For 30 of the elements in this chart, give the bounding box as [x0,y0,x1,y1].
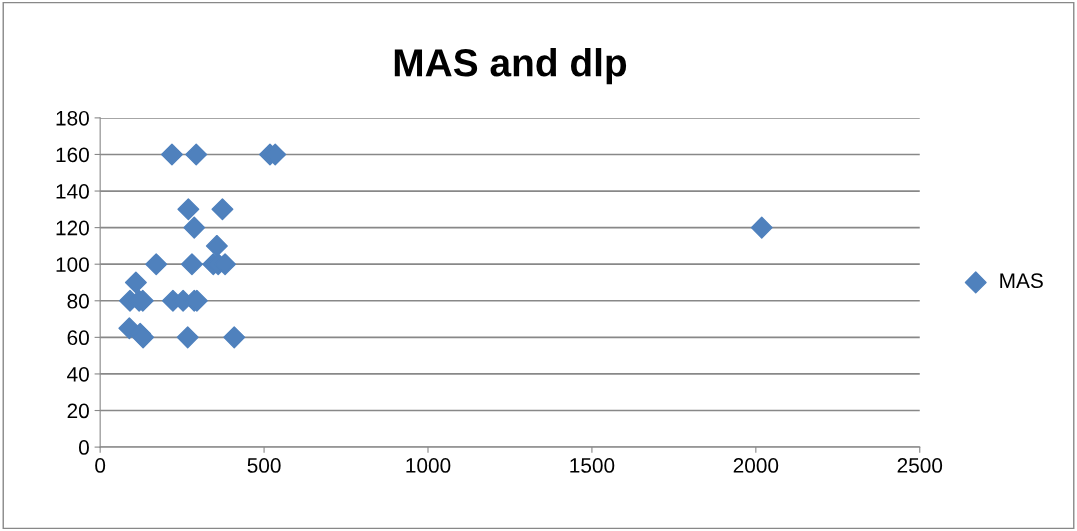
point [177,198,200,221]
y-tick-label: 0 [78,440,89,455]
x-tick-label: 2500 [897,458,943,473]
y-tick-label: 160 [56,147,89,163]
point [180,253,203,276]
x-tick-label: 500 [247,458,281,473]
x-tick-label: 1500 [570,458,615,473]
point [223,326,246,349]
y-tick-label: 140 [56,184,89,199]
point [160,143,183,166]
x-tick-label: 2000 [733,458,779,473]
point [205,234,228,257]
y-tick-label: 100 [56,257,89,272]
chart-title: MAS and dlp [394,48,627,85]
y-tick-label: 20 [67,403,89,419]
y-tick-label: 180 [56,110,89,126]
x-tick-label: 1000 [406,458,451,473]
point [145,253,168,276]
point [185,143,208,166]
point [750,216,773,239]
legend-label: MAS [1000,273,1043,289]
point [211,198,234,221]
y-tick-label: 80 [67,293,89,309]
y-tick-label: 120 [56,220,89,236]
y-tick-label: 60 [67,330,89,346]
y-tick-label: 40 [67,366,89,382]
point [176,326,199,349]
x-tick-label: 0 [95,458,106,473]
point [183,216,206,239]
point [124,271,147,294]
